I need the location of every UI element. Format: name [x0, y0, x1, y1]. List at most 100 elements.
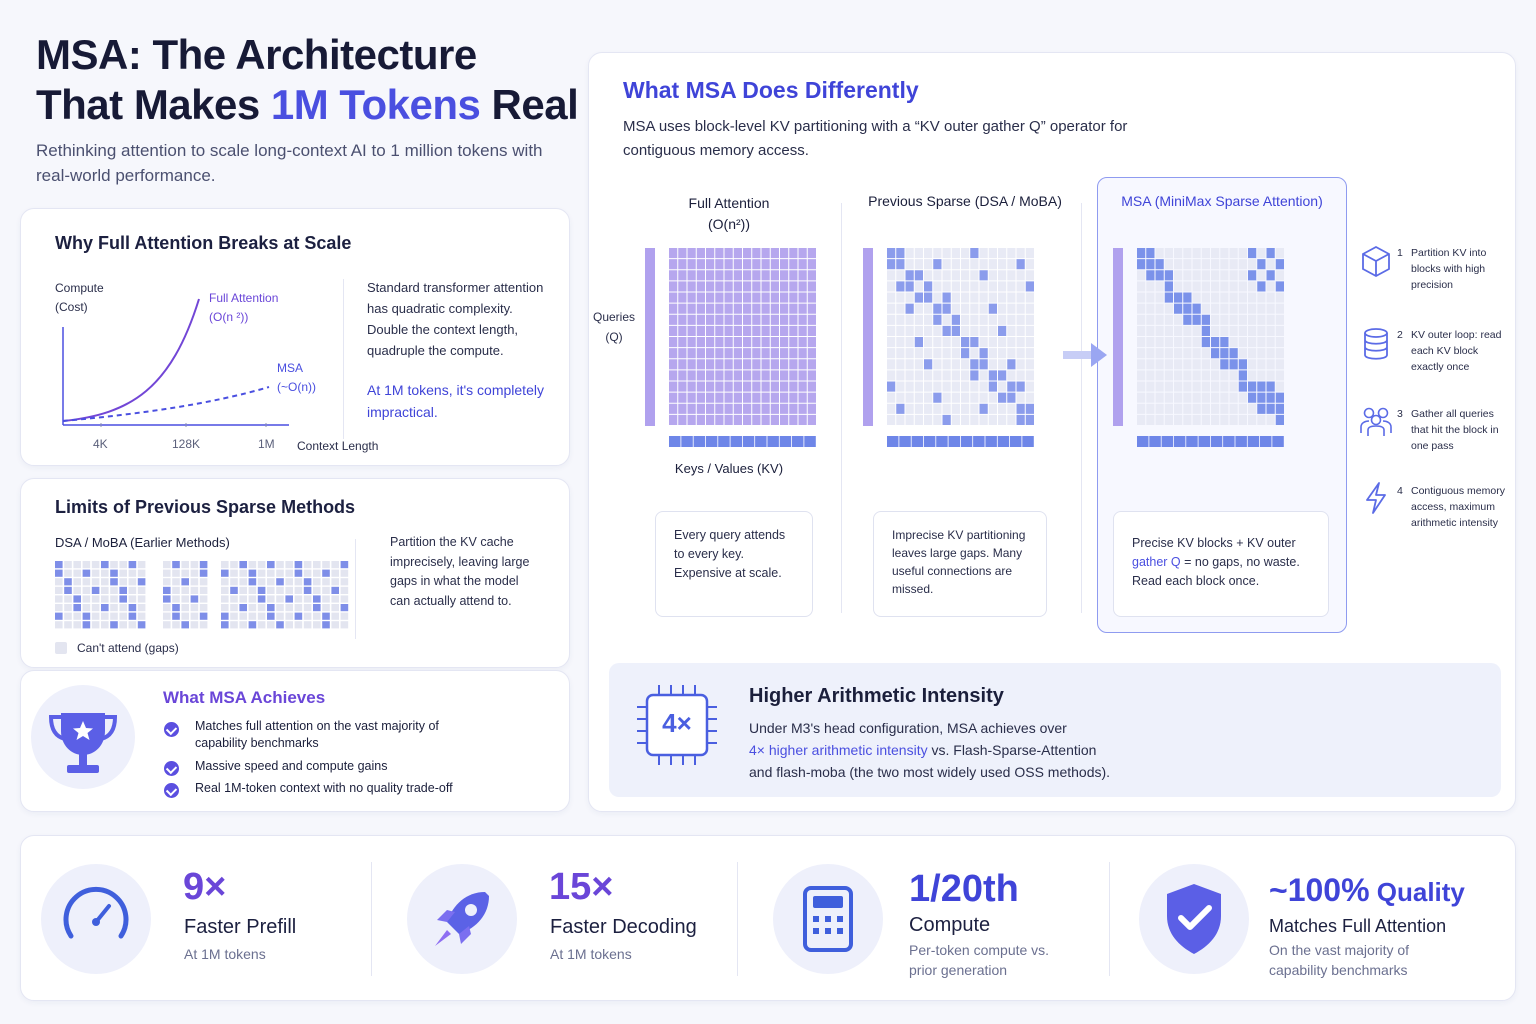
sparse-cell: [181, 604, 189, 612]
matrix-cell: [1201, 403, 1210, 414]
divider: [841, 203, 842, 613]
kv-block: [936, 436, 948, 447]
matrix-cell: [914, 314, 923, 325]
complexity-chart: [62, 298, 289, 427]
matrix-cell: [970, 359, 979, 370]
matrix-cell: [896, 270, 905, 281]
matrix-cell: [1238, 270, 1247, 281]
sparse-cell: [64, 578, 72, 586]
matrix-cell: [1137, 348, 1146, 359]
matrix-cell: [678, 303, 687, 314]
sparse-cell: [172, 561, 180, 569]
matrix-cell: [1007, 403, 1016, 414]
sparse-cell: [73, 569, 81, 577]
sparse-cell: [64, 612, 72, 620]
matrix-cell: [1266, 259, 1275, 270]
matrix-cell: [798, 248, 807, 259]
queries-label: Queries (Q): [593, 310, 636, 344]
divider: [355, 539, 356, 639]
matrix-cell: [1257, 325, 1266, 336]
matrix-cell: [1201, 281, 1210, 292]
matrix-cell: [1220, 259, 1229, 270]
kv-block: [960, 436, 973, 447]
matrix-cell: [696, 292, 705, 303]
matrix-cell: [752, 292, 761, 303]
matrix-cell: [1238, 248, 1247, 259]
matrix-cell: [1164, 337, 1173, 348]
matrix-cell: [743, 270, 752, 281]
matrix-cell: [706, 270, 715, 281]
matrix-cell: [979, 270, 988, 281]
matrix-cell: [1137, 259, 1146, 270]
sparse-cell: [303, 561, 312, 569]
matrix-cell: [1229, 403, 1238, 414]
matrix-cell: [1201, 381, 1210, 392]
sparse-cell: [163, 561, 171, 569]
matrix-cell: [998, 292, 1007, 303]
sparse-cell: [239, 586, 247, 594]
matrix-cell: [933, 270, 942, 281]
matrix-cell: [1025, 403, 1034, 414]
matrix-cell: [678, 348, 687, 359]
shield-check-icon: [1167, 884, 1221, 954]
y-axis-label: Compute (Cost): [55, 281, 104, 314]
matrix-cell: [961, 314, 970, 325]
matrix-cell: [970, 348, 979, 359]
matrix-cell: [678, 414, 687, 425]
matrix-cell: [1211, 348, 1220, 359]
matrix-cell: [669, 259, 678, 270]
sparse-cell: [82, 569, 91, 577]
sparse-cell: [248, 569, 257, 577]
sparse-cell: [239, 604, 247, 612]
sparse-cell: [303, 569, 312, 577]
sparse-cell: [64, 586, 72, 594]
matrix-cell: [896, 292, 905, 303]
matrix-cell: [924, 348, 933, 359]
matrix-cell: [706, 348, 715, 359]
msa-grid: [1113, 248, 1303, 463]
matrix-cell: [724, 381, 733, 392]
matrix-cell: [687, 281, 696, 292]
matrix-cell: [706, 314, 715, 325]
gap-legend-swatch: [55, 642, 67, 654]
speedometer-icon: [63, 886, 129, 939]
matrix-cell: [715, 325, 724, 336]
sparse-cell: [331, 604, 339, 612]
sparse-cell: [267, 595, 275, 603]
matrix-cell: [1238, 403, 1247, 414]
matrix-cell: [678, 337, 687, 348]
matrix-cell: [1183, 414, 1192, 425]
matrix-cell: [706, 325, 715, 336]
matrix-cell: [752, 370, 761, 381]
sparse-cell: [267, 604, 275, 612]
matrix-cell: [970, 370, 979, 381]
matrix-cell: [687, 259, 696, 270]
matrix-cell: [1164, 314, 1173, 325]
matrix-cell: [887, 370, 896, 381]
sparse-cell: [331, 586, 339, 594]
matrix-cell: [1016, 314, 1025, 325]
matrix-cell: [1174, 314, 1183, 325]
matrix-cell: [998, 359, 1007, 370]
sparse-cell: [267, 561, 275, 569]
matrix-cell: [669, 381, 678, 392]
matrix-cell: [715, 303, 724, 314]
sparse-cell: [221, 612, 229, 620]
matrix-cell: [1016, 259, 1025, 270]
sparse-cell: [313, 595, 321, 603]
matrix-cell: [951, 270, 960, 281]
matrix-cell: [752, 414, 761, 425]
matrix-cell: [1155, 281, 1164, 292]
matrix-cell: [1155, 259, 1164, 270]
sparse-cell: [257, 578, 266, 586]
matrix-cell: [1238, 337, 1247, 348]
matrix-cell: [1183, 348, 1192, 359]
sparse-cell: [230, 586, 238, 594]
step-text: Partition KV into blocks with high preci…: [1411, 247, 1487, 291]
chip-icon: [637, 685, 717, 765]
matrix-cell: [1211, 325, 1220, 336]
matrix-cell: [1257, 403, 1266, 414]
sparse-cell: [313, 586, 321, 594]
matrix-cell: [780, 348, 789, 359]
matrix-cell: [706, 359, 715, 370]
